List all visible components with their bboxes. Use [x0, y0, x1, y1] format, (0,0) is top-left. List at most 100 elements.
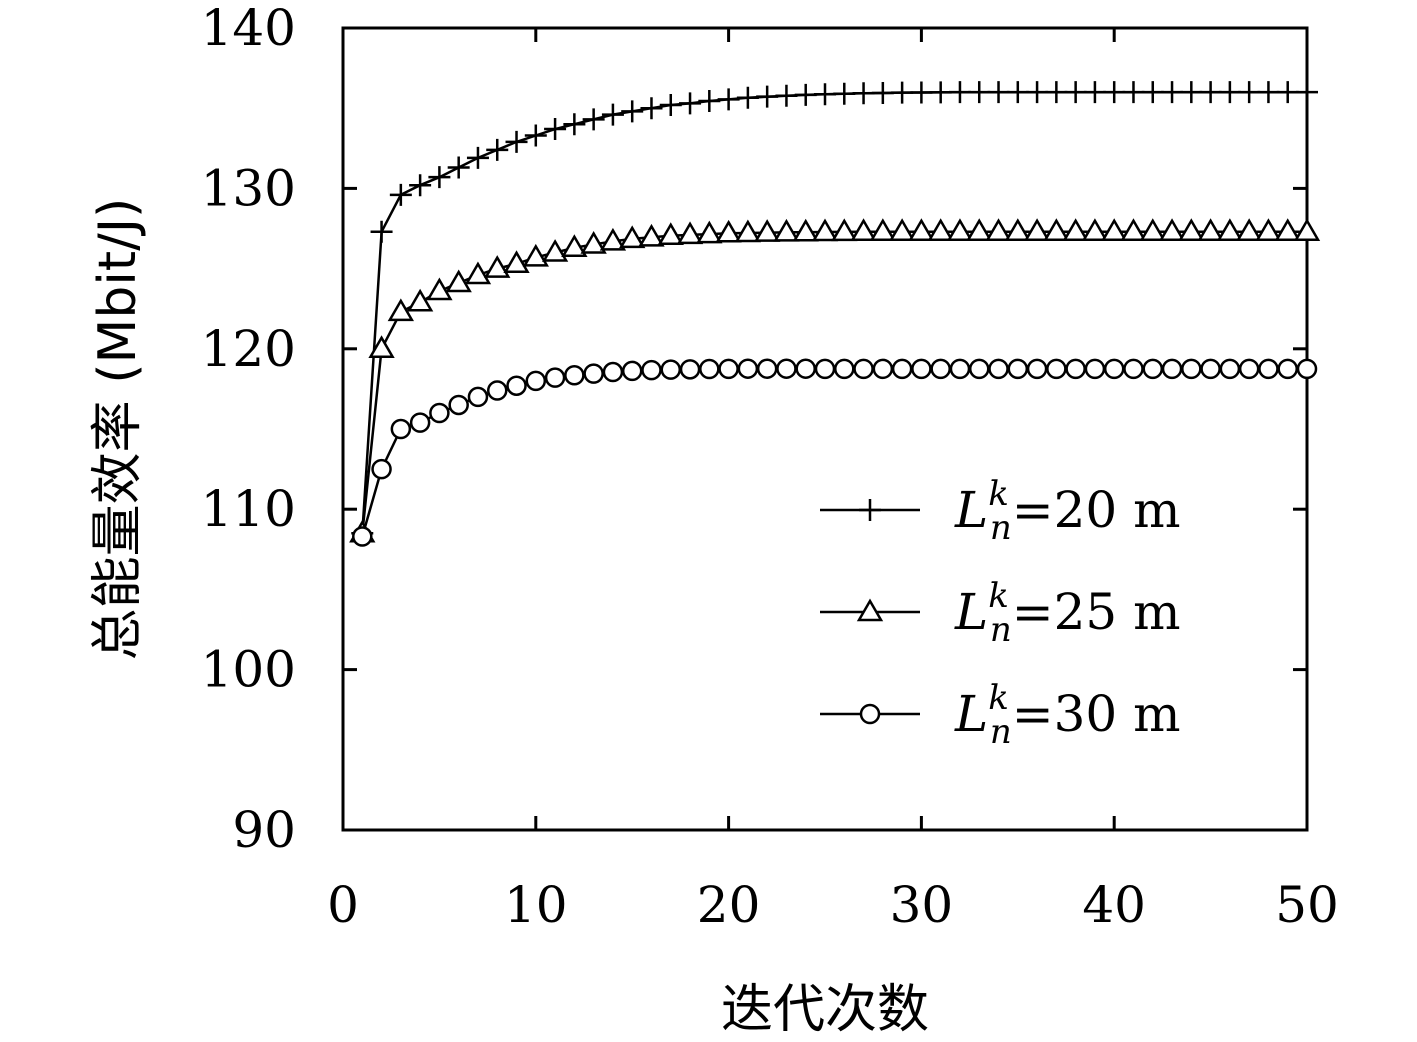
plus-marker: [409, 174, 432, 197]
plus-marker: [987, 81, 1010, 104]
plus-marker: [910, 81, 933, 104]
triangle-marker: [966, 218, 993, 241]
plus-marker: [582, 108, 605, 131]
plus-marker: [1296, 81, 1318, 104]
plus-marker: [852, 82, 875, 105]
x-tick-label: 0: [327, 876, 359, 934]
triangle-marker: [541, 239, 569, 262]
triangle-marker: [869, 218, 897, 241]
x-tick-label: 10: [504, 876, 568, 934]
x-tick-label: 30: [890, 876, 954, 934]
triangle-marker: [1139, 218, 1166, 241]
plus-marker: [1026, 81, 1049, 104]
series-layer: [349, 81, 1321, 547]
circle-marker: [621, 360, 643, 382]
circle-marker: [1258, 358, 1279, 380]
circle-marker: [371, 458, 392, 480]
legend-entry: Lk n=30 m: [820, 678, 1181, 752]
plus-marker: [1122, 81, 1145, 104]
y-tick-label: 140: [201, 0, 296, 57]
plus-marker: [389, 183, 412, 206]
legend: Lk n=20 m Lk n=25 m Lk n=30 m: [820, 474, 1181, 752]
triangle-marker: [1255, 218, 1282, 241]
triangle-marker: [985, 218, 1012, 241]
circle-marker: [872, 358, 894, 380]
plus-marker: [505, 130, 528, 153]
triangle-marker: [1235, 218, 1263, 241]
circle-marker: [660, 359, 682, 380]
plus-marker: [1064, 81, 1087, 104]
plus-marker: [1199, 81, 1222, 104]
plus-marker: [968, 81, 991, 104]
y-tick-label: 100: [201, 641, 296, 699]
plus-marker: [736, 86, 759, 109]
plus-marker: [891, 81, 914, 104]
plus-marker: [717, 88, 740, 111]
triangle-marker: [522, 243, 549, 267]
plus-marker: [756, 85, 779, 108]
circle-marker: [1007, 358, 1029, 380]
legend-label: Lk n=25 m: [954, 576, 1181, 650]
circle-marker: [776, 358, 797, 379]
circle-marker: [968, 358, 990, 380]
circle-marker: [564, 365, 585, 386]
triangle-marker: [1081, 218, 1109, 241]
triangle-marker: [599, 227, 627, 251]
circle-marker: [602, 361, 624, 383]
circle-marker: [525, 370, 547, 392]
triangle-marker: [368, 335, 395, 359]
triangle-marker: [908, 218, 935, 241]
triangle-marker: [619, 225, 646, 249]
series-plus: [351, 81, 1318, 545]
triangle-marker: [406, 288, 434, 312]
plus-marker: [1257, 81, 1280, 104]
circle-marker: [1277, 358, 1298, 380]
circle-marker: [737, 358, 759, 379]
plus-marker: [1006, 81, 1029, 104]
triangle-marker: [638, 223, 665, 247]
triangle-marker: [715, 219, 742, 243]
circle-marker: [718, 358, 739, 380]
triangle-marker: [426, 277, 453, 301]
circle-marker: [641, 359, 662, 381]
circle-marker: [467, 386, 489, 408]
plus-marker: [1180, 81, 1203, 104]
y-tick-label: 120: [201, 320, 296, 378]
triangle-marker: [1274, 218, 1301, 241]
circle-marker: [853, 358, 874, 380]
circle-marker: [390, 418, 412, 440]
plus-marker: [486, 138, 509, 161]
triangle-marker: [927, 218, 954, 241]
series-line: [361, 90, 1307, 534]
triangle-marker: [1101, 218, 1128, 241]
circle-marker: [891, 358, 913, 380]
circle-marker: [352, 526, 373, 547]
circle-marker: [1084, 358, 1106, 380]
circle-marker: [583, 363, 604, 384]
triangle-marker: [1004, 218, 1031, 241]
triangle-marker: [1178, 218, 1205, 241]
triangle-marker: [831, 218, 858, 242]
plus-marker: [698, 89, 721, 112]
x-tick-label: 50: [1275, 876, 1339, 934]
plus-marker: [428, 166, 451, 189]
plus-marker: [775, 84, 798, 107]
circle-marker: [1238, 358, 1260, 380]
triangle-marker: [792, 218, 819, 242]
plus-marker: [1238, 81, 1261, 104]
y-axis-title: 总能量效率 (Mbit/J): [88, 198, 148, 661]
circle-marker: [834, 358, 855, 380]
plus-marker: [679, 92, 702, 115]
axis-tick-labels: 0 10 20 30 40 50 90 100 110 120 130 140: [201, 0, 1339, 934]
plus-marker: [948, 81, 971, 104]
plus-marker: [1276, 81, 1299, 104]
axis-ticks: [341, 26, 1309, 832]
plus-marker: [871, 81, 894, 104]
circle-marker: [859, 703, 881, 725]
plus-marker: [563, 113, 586, 136]
plot-frame: [341, 26, 1309, 832]
circle-marker: [506, 375, 527, 396]
triangle-marker: [1043, 218, 1070, 241]
x-axis-title: 迭代次数: [721, 980, 929, 1040]
